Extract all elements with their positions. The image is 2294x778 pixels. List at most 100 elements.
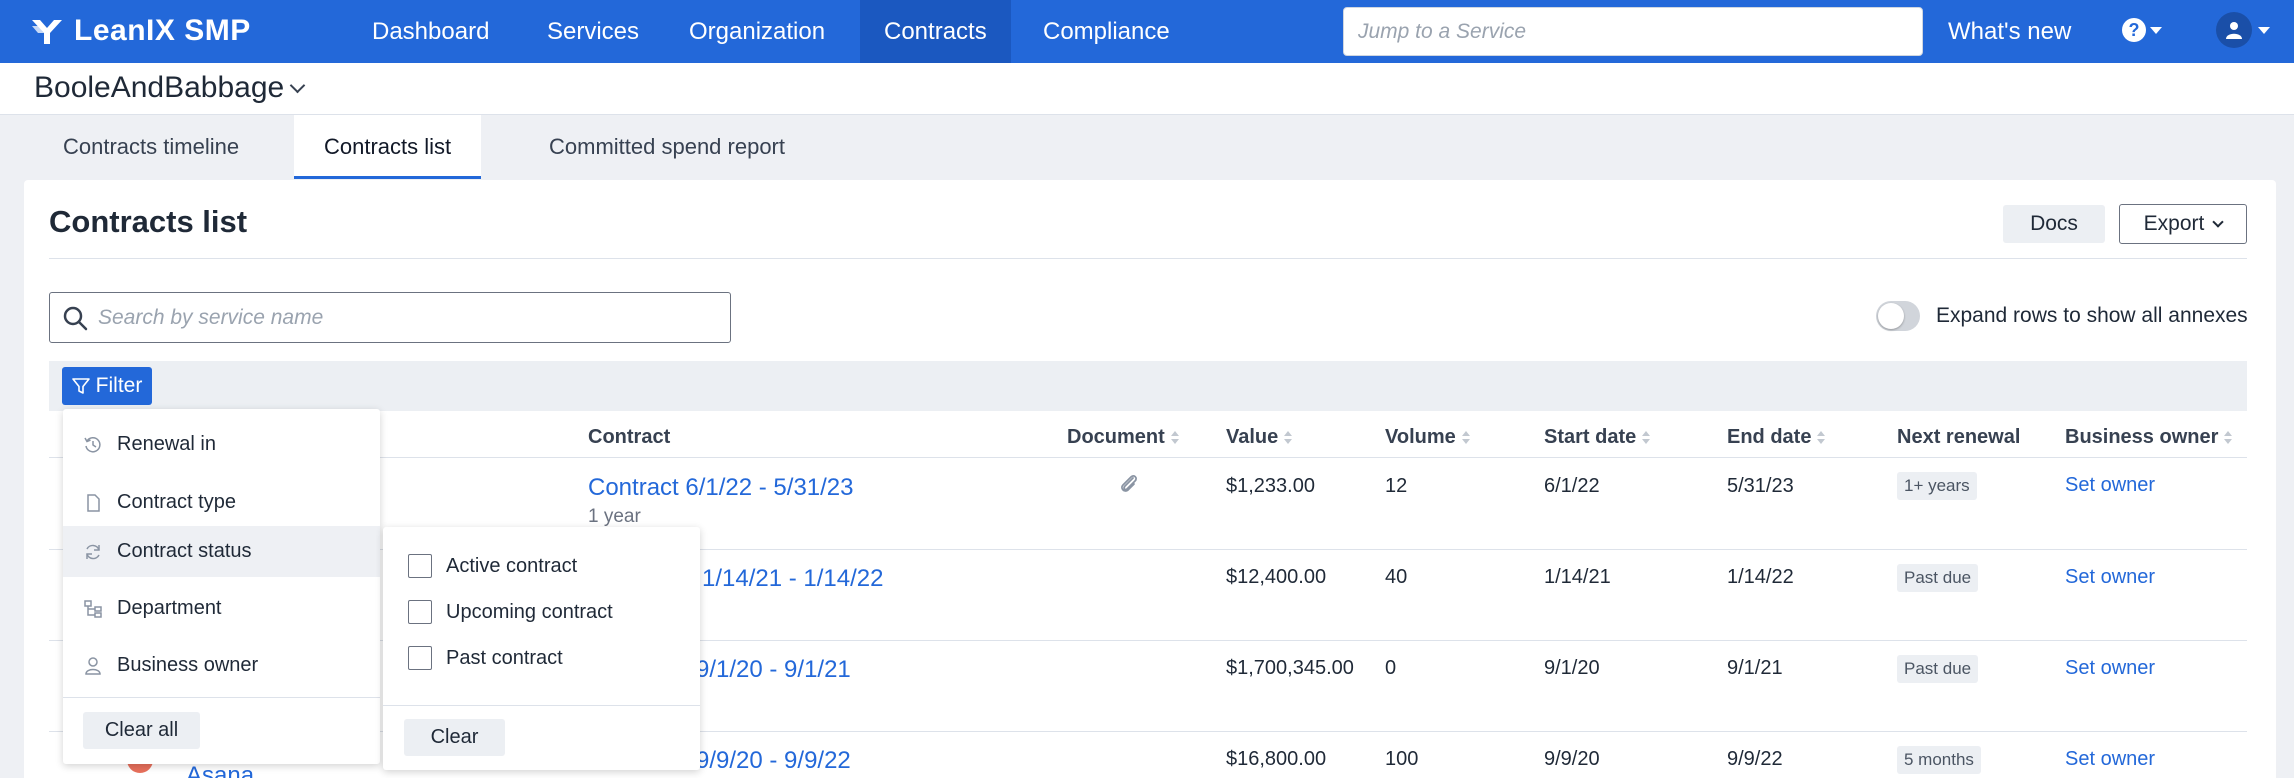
sort-icon (1642, 430, 1651, 445)
jump-to-service-input[interactable]: Jump to a Service (1343, 7, 1923, 56)
clear-all-button[interactable]: Clear all (83, 712, 200, 749)
user-menu[interactable] (2216, 12, 2270, 48)
contract-volume: 40 (1385, 566, 1408, 588)
checkbox[interactable] (408, 646, 432, 670)
app-name: LeanIX SMP (74, 14, 251, 47)
tab-contracts-timeline[interactable]: Contracts timeline (63, 134, 240, 159)
tab-committed-spend-report[interactable]: Committed spend report (549, 134, 785, 159)
help-menu[interactable]: ? (2122, 18, 2162, 42)
export-button[interactable]: Export (2119, 204, 2247, 244)
document-icon (87, 493, 100, 512)
set-owner-link[interactable]: Set owner (2065, 566, 2156, 588)
set-owner-link[interactable]: Set owner (2065, 474, 2156, 496)
column-header-start-date[interactable]: Start date (1544, 426, 1651, 449)
nav-compliance[interactable]: Compliance (1043, 18, 1170, 45)
sort-icon (2224, 430, 2233, 445)
expand-rows-toggle[interactable] (1876, 301, 1920, 331)
menu-item-label: Renewal in (117, 433, 216, 455)
filter-button[interactable]: Filter (62, 367, 152, 405)
contract-duration: 1 year (588, 506, 641, 527)
divider (49, 640, 2247, 641)
renewal-badge: Past due (1897, 564, 1979, 592)
column-header-business-owner[interactable]: Business owner (2065, 426, 2233, 449)
contract-link[interactable]: Contract 6/1/22 - 5/31/23 (588, 474, 854, 501)
menu-item-label: Contract status (117, 540, 252, 562)
tab-contracts-list[interactable]: Contracts list (294, 115, 482, 179)
contract-link[interactable]: 9/9/20 - 9/9/22 (696, 747, 851, 774)
service-name-link[interactable]: Asana (186, 762, 255, 778)
contract-link[interactable]: 9/1/20 - 9/1/21 (696, 656, 851, 683)
set-owner-link[interactable]: Set owner (2065, 748, 2156, 770)
start-date: 6/1/22 (1544, 475, 1600, 497)
sort-icon (1817, 430, 1826, 445)
end-date: 9/9/22 (1727, 748, 1783, 770)
caret-down-icon (2258, 26, 2270, 34)
leanix-logo-icon (32, 20, 62, 44)
workspace-name: BooleAndBabbage (34, 71, 285, 104)
column-header-contract[interactable]: Contract (588, 426, 671, 448)
service-search-input[interactable]: Search by service name (49, 292, 731, 343)
start-date: 1/14/21 (1544, 566, 1611, 588)
expand-rows-label: Expand rows to show all annexes (1936, 304, 2248, 327)
checkbox-label: Active contract (446, 554, 578, 577)
sort-icon (1170, 430, 1179, 445)
app-logo[interactable]: LeanIX SMP (30, 12, 251, 50)
divider (383, 705, 700, 706)
column-header-value[interactable]: Value (1226, 426, 1293, 449)
search-icon (63, 306, 88, 331)
contract-volume: 12 (1385, 475, 1408, 497)
end-date: 9/1/21 (1727, 657, 1783, 679)
status-option-active[interactable]: Active contract (408, 554, 577, 578)
status-option-upcoming[interactable]: Upcoming contract (408, 600, 613, 624)
nav-services[interactable]: Services (547, 18, 640, 45)
column-header-volume[interactable]: Volume (1385, 426, 1470, 449)
help-icon: ? (2122, 18, 2146, 42)
person-icon (85, 656, 101, 675)
contract-volume: 100 (1385, 748, 1419, 770)
nav-dashboard[interactable]: Dashboard (372, 18, 490, 45)
divider (49, 549, 2247, 550)
sort-icon (1461, 430, 1470, 445)
search-placeholder: Search by service name (98, 306, 324, 329)
checkbox[interactable] (408, 554, 432, 578)
column-header-next-renewal[interactable]: Next renewal (1897, 426, 2021, 448)
filter-option-renewal-in[interactable]: Renewal in (63, 419, 380, 470)
filter-option-contract-status[interactable]: Contract status (63, 526, 380, 577)
divider (49, 258, 2247, 259)
funnel-icon (71, 378, 90, 394)
chevron-down-icon (289, 77, 306, 93)
divider (63, 697, 380, 698)
nav-contracts[interactable]: Contracts (860, 0, 1011, 63)
filter-option-contract-type[interactable]: Contract type (63, 477, 380, 528)
whats-new-link[interactable]: What's new (1948, 18, 2072, 45)
workspace-switcher[interactable]: BooleAndBabbage (34, 71, 306, 105)
contract-volume: 0 (1385, 657, 1397, 679)
column-header-end-date[interactable]: End date (1727, 426, 1826, 449)
checkbox-label: Past contract (446, 646, 563, 669)
filter-option-business-owner[interactable]: Business owner (63, 640, 380, 691)
checkbox-label: Upcoming contract (446, 600, 613, 623)
column-header-document[interactable]: Document (1067, 426, 1179, 449)
contract-link[interactable]: 1/14/21 - 1/14/22 (702, 565, 884, 592)
checkbox[interactable] (408, 600, 432, 624)
clear-status-button[interactable]: Clear (404, 719, 505, 756)
menu-item-label: Contract type (117, 491, 236, 513)
user-avatar-icon (2216, 12, 2252, 48)
hierarchy-icon (84, 599, 102, 618)
sort-icon (1284, 430, 1293, 445)
contract-value: $12,400.00 (1226, 566, 1327, 588)
divider (49, 731, 2247, 732)
menu-item-label: Department (117, 597, 222, 619)
docs-button[interactable]: Docs (2003, 205, 2105, 243)
set-owner-link[interactable]: Set owner (2065, 657, 2156, 679)
nav-organization[interactable]: Organization (689, 18, 826, 45)
filter-menu: Renewal in Contract type Contract status… (63, 409, 380, 764)
menu-item-label: Business owner (117, 654, 259, 676)
refresh-icon (86, 544, 100, 559)
filter-option-department[interactable]: Department (63, 583, 380, 634)
renewal-badge: 5 months (1897, 746, 1981, 774)
page-title: Contracts list (49, 204, 248, 239)
status-option-past[interactable]: Past contract (408, 646, 563, 670)
renewal-badge: 1+ years (1897, 472, 1977, 500)
paperclip-icon[interactable] (1118, 472, 1140, 496)
